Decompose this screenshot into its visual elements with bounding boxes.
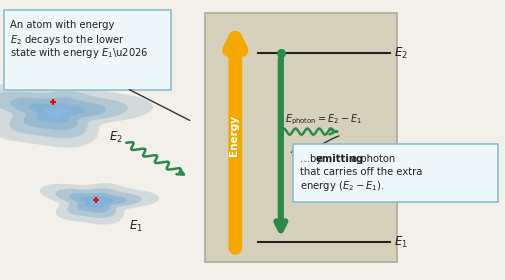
Text: $E_2$: $E_2$ xyxy=(109,130,122,145)
FancyBboxPatch shape xyxy=(293,144,497,202)
Polygon shape xyxy=(28,103,86,123)
Polygon shape xyxy=(56,188,141,218)
Polygon shape xyxy=(69,193,126,213)
Text: emitting: emitting xyxy=(315,154,363,164)
Text: …by: …by xyxy=(299,154,324,164)
Polygon shape xyxy=(88,199,105,205)
Text: $E_2$ decays to the lower: $E_2$ decays to the lower xyxy=(10,33,125,47)
Polygon shape xyxy=(0,91,128,138)
Text: energy ($E_2 - E_1$).: energy ($E_2 - E_1$). xyxy=(299,179,383,193)
Polygon shape xyxy=(39,183,159,225)
Polygon shape xyxy=(80,196,114,208)
Text: $E_{\rm photon} = E_2 - E_1$: $E_{\rm photon} = E_2 - E_1$ xyxy=(284,113,361,127)
Text: $\lambda_{2-1}$: $\lambda_{2-1}$ xyxy=(289,143,316,157)
Polygon shape xyxy=(43,108,69,117)
Polygon shape xyxy=(11,97,106,130)
FancyBboxPatch shape xyxy=(4,10,171,90)
Bar xyxy=(205,13,396,262)
Text: $E_1$: $E_1$ xyxy=(393,235,407,250)
Text: a photon: a photon xyxy=(347,154,394,164)
Text: that carries off the extra: that carries off the extra xyxy=(299,167,421,177)
Text: $E_2$: $E_2$ xyxy=(393,46,407,61)
Text: state with energy $E_1$\u2026: state with energy $E_1$\u2026 xyxy=(10,46,148,60)
Text: $E_1$: $E_1$ xyxy=(129,219,142,234)
Text: An atom with energy: An atom with energy xyxy=(10,20,114,30)
Polygon shape xyxy=(0,83,153,148)
Text: Energy: Energy xyxy=(229,115,239,156)
